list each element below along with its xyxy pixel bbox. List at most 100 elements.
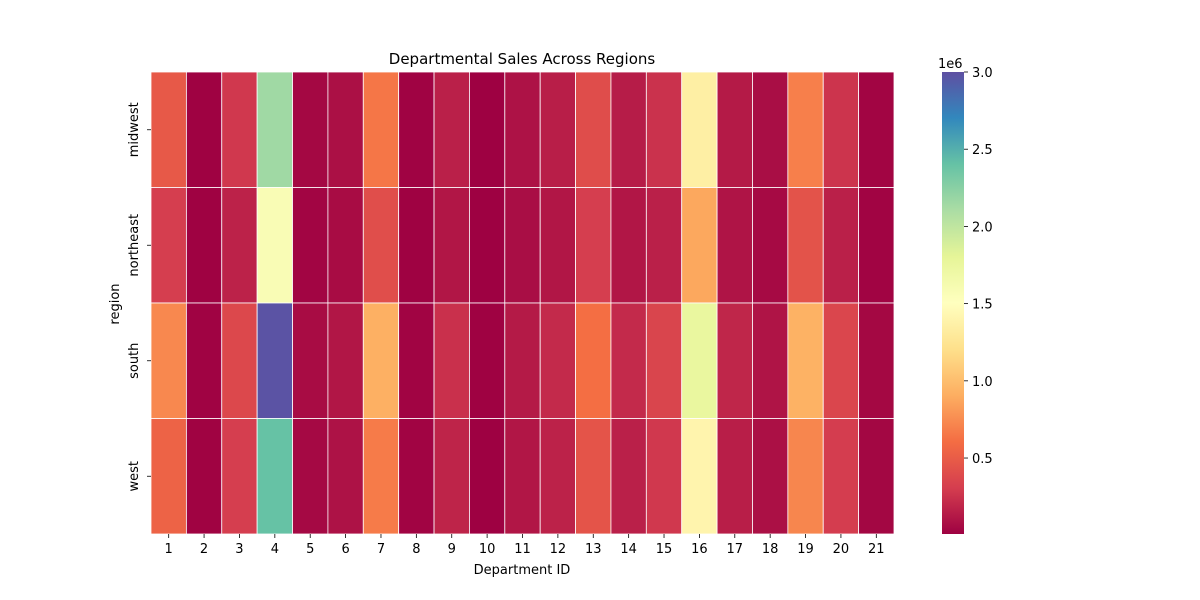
heatmap-cell: [221, 302, 258, 419]
heatmap-cell: [504, 302, 541, 419]
heatmap-cell: [539, 187, 576, 304]
heatmap-cell: [610, 302, 647, 419]
heatmap-cell: [575, 302, 612, 419]
heatmap-cell: [858, 302, 895, 419]
heatmap-cell: [185, 302, 223, 419]
heatmap-cell: [504, 71, 541, 188]
heatmap-cell: [256, 302, 293, 419]
y-tick-label: west: [127, 461, 142, 492]
x-tick-label: 8: [412, 542, 420, 557]
x-tick-label: 19: [797, 542, 814, 557]
heatmap-cell: [645, 302, 683, 419]
heatmap-cell: [256, 71, 293, 188]
heatmap-cell: [398, 418, 435, 535]
heatmap-cell: [858, 71, 895, 188]
heatmap-cell: [469, 302, 506, 419]
heatmap-cell: [681, 71, 718, 188]
y-tick-label: midwest: [127, 102, 142, 157]
y-axis-label: region: [108, 283, 123, 324]
heatmap-cell: [327, 302, 364, 419]
heatmap-cell: [752, 302, 789, 419]
heatmap-cell: [752, 418, 789, 535]
heatmap-cell: [398, 187, 435, 304]
x-axis-ticks: 1 2 3 4 5 6 7 8 9 10 11 12 13 14 15 16 17 18 19 20 21: [165, 534, 885, 557]
heatmap-cell: [645, 187, 683, 304]
x-tick-label: 21: [868, 542, 885, 557]
heatmap-cell: [469, 71, 506, 188]
heatmap-cell: [716, 187, 753, 304]
heatmap-cell: [822, 187, 860, 304]
heatmap-cell: [645, 418, 683, 535]
heatmap-cell: [858, 418, 895, 535]
heatmap-cell: [398, 302, 435, 419]
x-tick-label: 10: [479, 542, 496, 557]
colorbar-ticks: 0.5 1.0 1.5 2.0 2.5 3.0: [964, 66, 993, 467]
colorbar-tick-label: 0.5: [972, 452, 993, 467]
heatmap-cell: [292, 71, 329, 188]
heatmap-cell: [292, 187, 329, 304]
heatmap-cell: [610, 418, 647, 535]
x-tick-label: 14: [620, 542, 637, 557]
heatmap-cell: [822, 418, 860, 535]
heatmap-cell: [752, 71, 789, 188]
x-axis-label: Department ID: [474, 563, 571, 578]
x-tick-label: 5: [306, 542, 314, 557]
heatmap-cell: [292, 302, 329, 419]
heatmap-cell: [469, 187, 506, 304]
heatmap-cell: [681, 418, 718, 535]
x-tick-label: 12: [550, 542, 567, 557]
heatmap-cell: [185, 187, 223, 304]
heatmap-cell: [221, 71, 258, 188]
x-tick-label: 3: [235, 542, 243, 557]
heatmap-cell: [327, 71, 364, 188]
heatmap-cell: [221, 418, 258, 535]
x-tick-label: 17: [727, 542, 744, 557]
colorbar-exponent-label: 1e6: [938, 57, 963, 72]
heatmap-cell: [858, 187, 895, 304]
heatmap-cell: [150, 71, 187, 188]
heatmap-cell: [716, 71, 753, 188]
heatmap-cell: [539, 71, 576, 188]
x-tick-label: 15: [656, 542, 673, 557]
colorbar-tick-label: 1.5: [972, 298, 993, 313]
heatmap-cell: [221, 187, 258, 304]
y-tick-label: south: [127, 343, 142, 379]
heatmap-cell: [681, 187, 718, 304]
heatmap-cell: [362, 71, 400, 188]
x-tick-label: 13: [585, 542, 602, 557]
heatmap-cell: [610, 71, 647, 188]
colorbar-tick-label: 3.0: [972, 66, 993, 81]
heatmap-cells: [150, 71, 895, 535]
heatmap-cell: [433, 418, 470, 535]
heatmap-cell: [787, 187, 824, 304]
x-tick-label: 18: [762, 542, 779, 557]
heatmap-cell: [327, 418, 364, 535]
heatmap-cell: [433, 302, 470, 419]
colorbar-tick-label: 2.5: [972, 143, 993, 158]
heatmap-cell: [575, 187, 612, 304]
heatmap-cell: [822, 71, 860, 188]
heatmap-cell: [256, 418, 293, 535]
y-axis-ticks: midwest northeast south west: [127, 102, 151, 492]
x-tick-label: 20: [833, 542, 850, 557]
chart-title: Departmental Sales Across Regions: [389, 50, 656, 68]
heatmap-cell: [185, 418, 223, 535]
x-tick-label: 7: [377, 542, 385, 557]
heatmap-cell: [433, 187, 470, 304]
heatmap-cell: [362, 187, 400, 304]
x-tick-label: 2: [200, 542, 208, 557]
heatmap-cell: [575, 71, 612, 188]
colorbar-tick-label: 2.0: [972, 220, 993, 235]
heatmap-cell: [256, 187, 293, 304]
x-tick-label: 9: [448, 542, 456, 557]
heatmap-cell: [539, 418, 576, 535]
x-tick-label: 4: [271, 542, 279, 557]
colorbar-tick-label: 1.0: [972, 375, 993, 390]
heatmap-cell: [150, 418, 187, 535]
heatmap-cell: [681, 302, 718, 419]
heatmap-cell: [822, 302, 860, 419]
heatmap-cell: [752, 187, 789, 304]
heatmap-cell: [716, 418, 753, 535]
x-tick-label: 16: [691, 542, 708, 557]
